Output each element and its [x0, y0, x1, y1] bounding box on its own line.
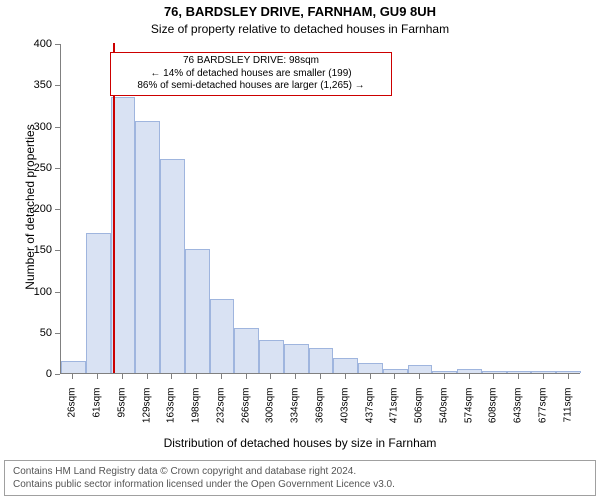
x-tick-label: 26sqm — [67, 388, 78, 438]
histogram-bar — [185, 249, 210, 373]
y-tick-label: 150 — [0, 244, 52, 256]
y-tick-label: 200 — [0, 203, 52, 215]
x-tick — [543, 374, 544, 379]
y-tick-label: 100 — [0, 286, 52, 298]
x-tick — [320, 374, 321, 379]
x-tick — [295, 374, 296, 379]
histogram-bar — [556, 371, 581, 373]
x-tick — [493, 374, 494, 379]
x-tick — [518, 374, 519, 379]
histogram-bar — [358, 363, 383, 373]
x-tick — [147, 374, 148, 379]
caption-box: 76 BARDSLEY DRIVE: 98sqm← 14% of detache… — [110, 52, 392, 96]
caption-line: 76 BARDSLEY DRIVE: 98sqm — [117, 55, 385, 68]
x-tick-label: 198sqm — [191, 388, 202, 438]
y-tick — [55, 209, 60, 210]
x-axis-label: Distribution of detached houses by size … — [0, 436, 600, 450]
x-tick — [97, 374, 98, 379]
histogram-bar — [457, 369, 482, 373]
footer-attribution: Contains HM Land Registry data © Crown c… — [4, 460, 596, 496]
x-tick — [394, 374, 395, 379]
x-tick-label: 403sqm — [339, 388, 350, 438]
page-subtitle: Size of property relative to detached ho… — [0, 22, 600, 36]
x-tick-label: 61sqm — [92, 388, 103, 438]
x-tick — [444, 374, 445, 379]
x-tick-label: 163sqm — [166, 388, 177, 438]
histogram-bar — [259, 340, 284, 373]
x-tick-label: 369sqm — [315, 388, 326, 438]
histogram-bar — [210, 299, 235, 373]
x-tick — [122, 374, 123, 379]
y-tick-label: 400 — [0, 38, 52, 50]
x-tick-label: 129sqm — [141, 388, 152, 438]
x-tick-label: 540sqm — [438, 388, 449, 438]
histogram-bar — [234, 328, 259, 373]
histogram-bar — [135, 121, 160, 373]
x-tick-label: 506sqm — [414, 388, 425, 438]
histogram-bar — [284, 344, 309, 373]
x-tick-label: 574sqm — [463, 388, 474, 438]
histogram-bar — [432, 371, 457, 373]
histogram-bar — [408, 365, 433, 373]
y-tick-label: 250 — [0, 162, 52, 174]
x-tick-label: 471sqm — [389, 388, 400, 438]
x-tick — [270, 374, 271, 379]
caption-line: 86% of semi-detached houses are larger (… — [117, 80, 385, 93]
x-tick — [568, 374, 569, 379]
x-tick-label: 711sqm — [562, 388, 573, 438]
x-tick-label: 677sqm — [537, 388, 548, 438]
y-tick — [55, 374, 60, 375]
y-tick-label: 50 — [0, 327, 52, 339]
x-tick-label: 608sqm — [488, 388, 499, 438]
histogram-bar — [531, 371, 556, 373]
y-tick-label: 0 — [0, 368, 52, 380]
x-tick-label: 95sqm — [116, 388, 127, 438]
caption-line: ← 14% of detached houses are smaller (19… — [117, 68, 385, 81]
x-tick-label: 266sqm — [240, 388, 251, 438]
y-tick-label: 350 — [0, 79, 52, 91]
histogram-bar — [507, 371, 532, 373]
histogram-bar — [333, 358, 358, 373]
histogram-bar — [309, 348, 334, 373]
footer-line: Contains HM Land Registry data © Crown c… — [13, 465, 587, 478]
x-tick — [246, 374, 247, 379]
x-tick — [345, 374, 346, 379]
histogram-bar — [383, 369, 408, 373]
y-tick — [55, 333, 60, 334]
y-tick — [55, 44, 60, 45]
x-tick-label: 334sqm — [290, 388, 301, 438]
x-tick — [171, 374, 172, 379]
x-tick — [196, 374, 197, 379]
y-tick — [55, 168, 60, 169]
chart-container: 76, BARDSLEY DRIVE, FARNHAM, GU9 8UH Siz… — [0, 0, 600, 500]
y-tick — [55, 250, 60, 251]
y-tick — [55, 127, 60, 128]
y-tick-label: 300 — [0, 121, 52, 133]
footer-line: Contains public sector information licen… — [13, 478, 587, 491]
x-tick — [72, 374, 73, 379]
y-tick — [55, 292, 60, 293]
histogram-bar — [86, 233, 111, 373]
y-tick — [55, 85, 60, 86]
x-tick-label: 643sqm — [513, 388, 524, 438]
x-tick — [221, 374, 222, 379]
histogram-bar — [482, 371, 507, 373]
x-tick-label: 300sqm — [265, 388, 276, 438]
histogram-bar — [61, 361, 86, 373]
x-tick — [469, 374, 470, 379]
x-tick — [370, 374, 371, 379]
x-tick-label: 232sqm — [215, 388, 226, 438]
x-tick — [419, 374, 420, 379]
x-tick-label: 437sqm — [364, 388, 375, 438]
page-title: 76, BARDSLEY DRIVE, FARNHAM, GU9 8UH — [0, 4, 600, 19]
histogram-bar — [160, 159, 185, 374]
